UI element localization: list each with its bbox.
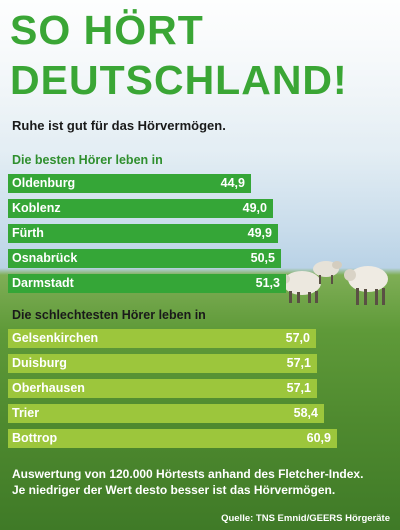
bar-koblenz: Koblenz 49,0 xyxy=(8,199,273,218)
bar-value: 57,1 xyxy=(286,381,311,395)
footer-note: Auswertung von 120.000 Hörtests anhand d… xyxy=(12,466,397,498)
footer-line-2: Je niedriger der Wert desto besser ist d… xyxy=(12,483,336,497)
bar-value: 49,9 xyxy=(247,226,272,240)
bar-label: Osnabrück xyxy=(12,251,78,265)
bar-value: 50,5 xyxy=(250,251,275,265)
bar-label: Oldenburg xyxy=(12,176,76,190)
bar-label: Koblenz xyxy=(12,201,61,215)
sky-background xyxy=(0,0,400,140)
source-credit: Quelle: TNS Emnid/GEERS Hörgeräte xyxy=(221,513,390,524)
bar-darmstadt: Darmstadt 51,3 xyxy=(8,274,286,293)
subtitle: Ruhe ist gut für das Hörvermögen. xyxy=(12,118,226,133)
sheep-right-icon xyxy=(344,266,388,305)
bar-value: 57,1 xyxy=(286,356,311,370)
worst-group-heading: Die schlechtesten Hörer leben in xyxy=(12,308,206,322)
bar-value: 60,9 xyxy=(306,431,331,445)
best-group-heading: Die besten Hörer leben in xyxy=(12,153,163,167)
bar-oberhausen: Oberhausen 57,1 xyxy=(8,379,317,398)
bar-value: 44,9 xyxy=(220,176,245,190)
bar-value: 49,0 xyxy=(242,201,267,215)
bar-label: Trier xyxy=(12,406,40,420)
bar-oldenburg: Oldenburg 44,9 xyxy=(8,174,251,193)
title-line-1: SO HÖRT xyxy=(10,7,204,53)
footer-line-1: Auswertung von 120.000 Hörtests anhand d… xyxy=(12,467,364,481)
bar-label: Oberhausen xyxy=(12,381,85,395)
bar-label: Duisburg xyxy=(12,356,67,370)
bar-value: 51,3 xyxy=(255,276,280,290)
bar-label: Fürth xyxy=(12,226,44,240)
sheep-back-icon xyxy=(313,261,342,284)
bar-trier: Trier 58,4 xyxy=(8,404,324,423)
bar-value: 58,4 xyxy=(293,406,318,420)
bar-bottrop: Bottrop 60,9 xyxy=(8,429,337,448)
bar-fürth: Fürth 49,9 xyxy=(8,224,278,243)
bar-gelsenkirchen: Gelsenkirchen 57,0 xyxy=(8,329,316,348)
bar-osnabrück: Osnabrück 50,5 xyxy=(8,249,281,268)
bar-label: Bottrop xyxy=(12,431,58,445)
sheep-group-illustration xyxy=(278,261,388,305)
title-line-2: DEUTSCHLAND! xyxy=(10,57,348,103)
bar-value: 57,0 xyxy=(285,331,310,345)
bar-label: Darmstadt xyxy=(12,276,74,290)
bar-label: Gelsenkirchen xyxy=(12,331,99,345)
bar-duisburg: Duisburg 57,1 xyxy=(8,354,317,373)
